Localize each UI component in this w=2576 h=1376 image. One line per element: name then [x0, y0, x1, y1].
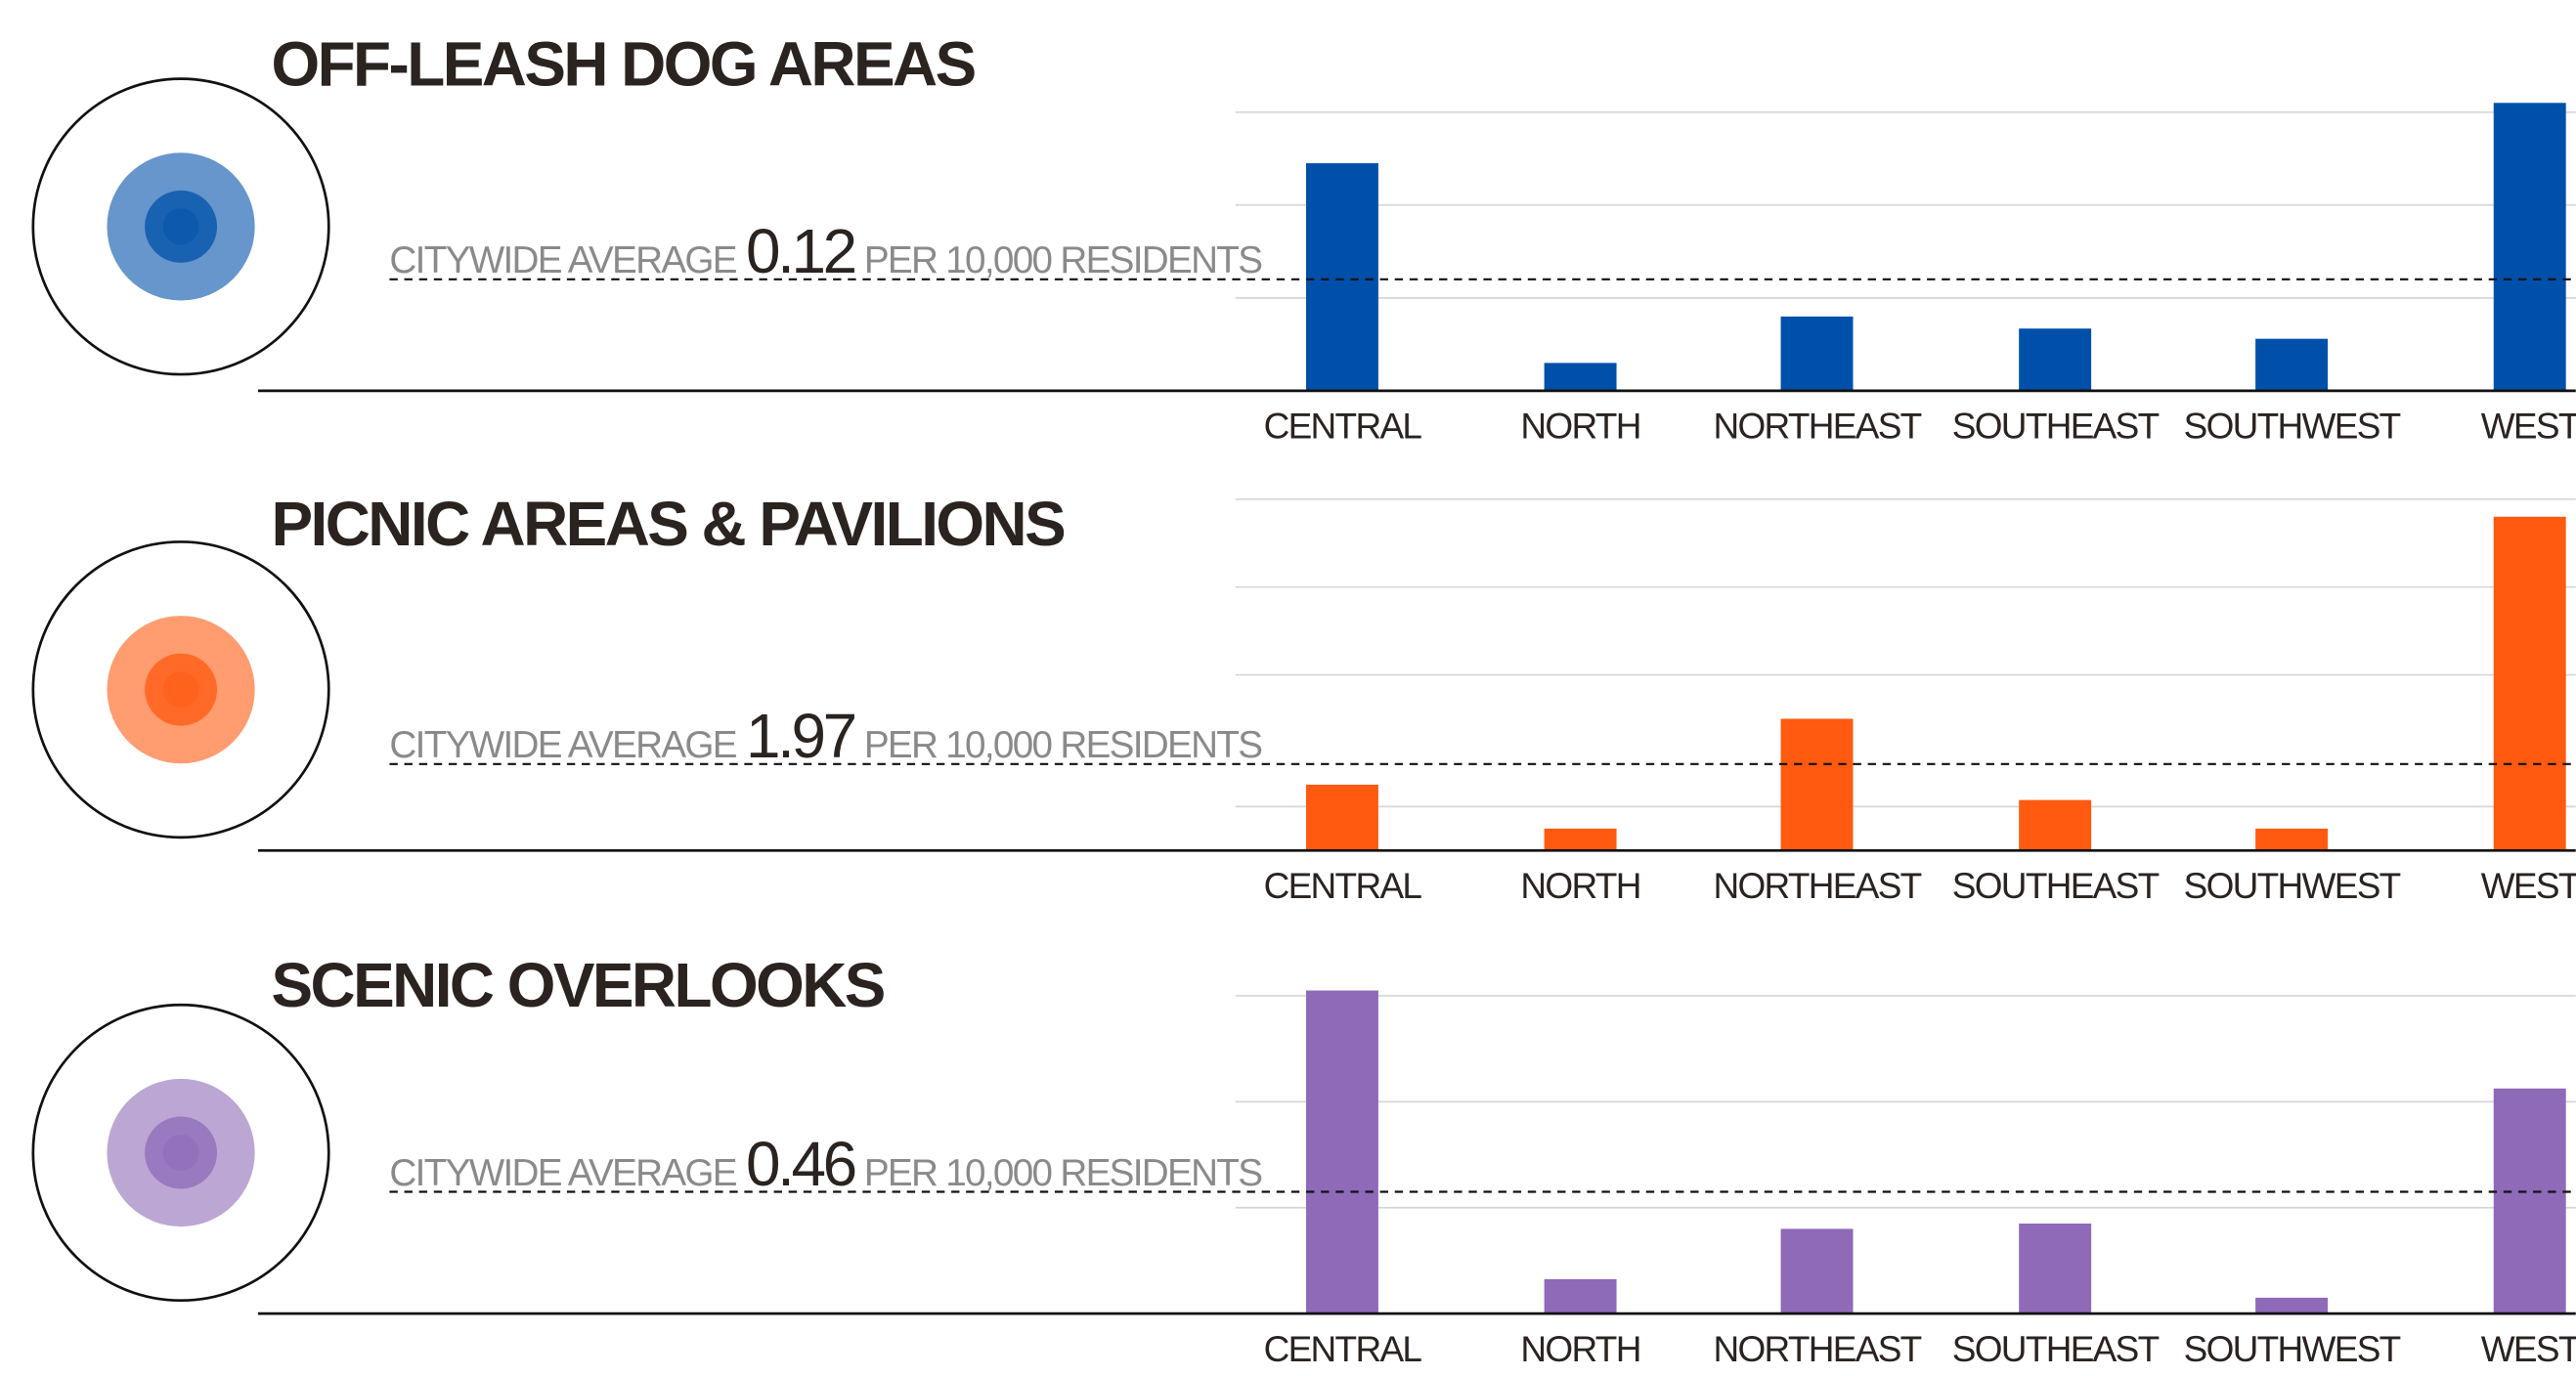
- chart-title: PICNIC AREAS & PAVILIONS: [271, 489, 1065, 559]
- bar: [2019, 799, 2092, 851]
- x-tick-label: NORTH: [1520, 1329, 1639, 1369]
- x-tick-label: NORTH: [1520, 407, 1639, 447]
- average-suffix: PER 10,000 RESIDENTS: [864, 1152, 1261, 1194]
- x-tick-label: WEST: [2481, 1329, 2576, 1369]
- x-tick-label: CENTRAL: [1264, 407, 1422, 447]
- icon-inner: [162, 671, 199, 709]
- bar: [2493, 516, 2566, 851]
- bar: [2019, 328, 2092, 391]
- panel: OFF-LEASH DOG AREAS CENTRAL NORTH NORTHEAST…: [31, 28, 2576, 447]
- x-tick-label: NORTHEAST: [1713, 866, 1921, 906]
- average-suffix: PER 10,000 RESIDENTS: [864, 239, 1261, 281]
- average-prefix: CITYWIDE AVERAGE: [389, 239, 736, 281]
- icon-ring: [31, 1003, 330, 1303]
- bar: [1544, 828, 1617, 851]
- icon-ring: [31, 77, 330, 376]
- bar: [2493, 103, 2566, 391]
- bar: [1305, 784, 1378, 851]
- bar: [2019, 1224, 2092, 1314]
- average-label: CITYWIDE AVERAGE 0.46 PER 10,000 RESIDENTS: [389, 1129, 1261, 1199]
- x-tick-label: NORTHEAST: [1713, 1329, 1921, 1369]
- average-value: 1.97: [746, 701, 855, 771]
- bar: [1305, 990, 1378, 1314]
- x-tick-label: SOUTHEAST: [1952, 407, 2160, 447]
- bar: [1305, 163, 1378, 391]
- average-value: 0.12: [746, 216, 855, 286]
- chart-title: OFF-LEASH DOG AREAS: [271, 28, 975, 99]
- x-tick-label: NORTH: [1520, 866, 1639, 906]
- panel: SCENIC OVERLOOKS CENTRAL NORTH NORTHEAST SOU…: [31, 950, 2576, 1369]
- x-tick-label: SOUTHEAST: [1952, 866, 2160, 906]
- x-tick-label: WEST: [2481, 866, 2576, 906]
- x-tick-label: SOUTHEAST: [1952, 1329, 2160, 1369]
- average-prefix: CITYWIDE AVERAGE: [389, 1152, 736, 1194]
- bar: [1780, 316, 1854, 391]
- chart-title: SCENIC OVERLOOKS: [271, 950, 884, 1020]
- x-tick-label: CENTRAL: [1264, 1329, 1422, 1369]
- bar: [1780, 718, 1854, 851]
- icon-inner: [162, 1135, 199, 1171]
- average-prefix: CITYWIDE AVERAGE: [389, 724, 736, 766]
- average-suffix: PER 10,000 RESIDENTS: [864, 724, 1261, 766]
- bar: [2255, 338, 2329, 391]
- bar: [2493, 1088, 2566, 1314]
- average-value: 0.46: [746, 1129, 855, 1199]
- x-tick-label: WEST: [2481, 407, 2576, 447]
- bar: [1544, 363, 1617, 391]
- icon-inner: [162, 208, 199, 245]
- average-label: CITYWIDE AVERAGE 0.12 PER 10,000 RESIDENTS: [389, 216, 1261, 286]
- x-tick-label: CENTRAL: [1264, 866, 1422, 906]
- bar: [2255, 828, 2329, 851]
- icon-ring: [31, 540, 330, 839]
- x-tick-label: SOUTHWEST: [2184, 866, 2401, 906]
- bar: [1544, 1278, 1617, 1314]
- average-label: CITYWIDE AVERAGE 1.97 PER 10,000 RESIDENTS: [389, 701, 1261, 771]
- bar: [2255, 1297, 2329, 1314]
- x-tick-label: SOUTHWEST: [2184, 407, 2401, 447]
- bar: [1780, 1228, 1854, 1314]
- panel: PICNIC AREAS & PAVILIONS CENTRAL NORTH NORT…: [31, 489, 2576, 906]
- x-tick-label: SOUTHWEST: [2184, 1329, 2401, 1369]
- x-tick-label: NORTHEAST: [1713, 407, 1921, 447]
